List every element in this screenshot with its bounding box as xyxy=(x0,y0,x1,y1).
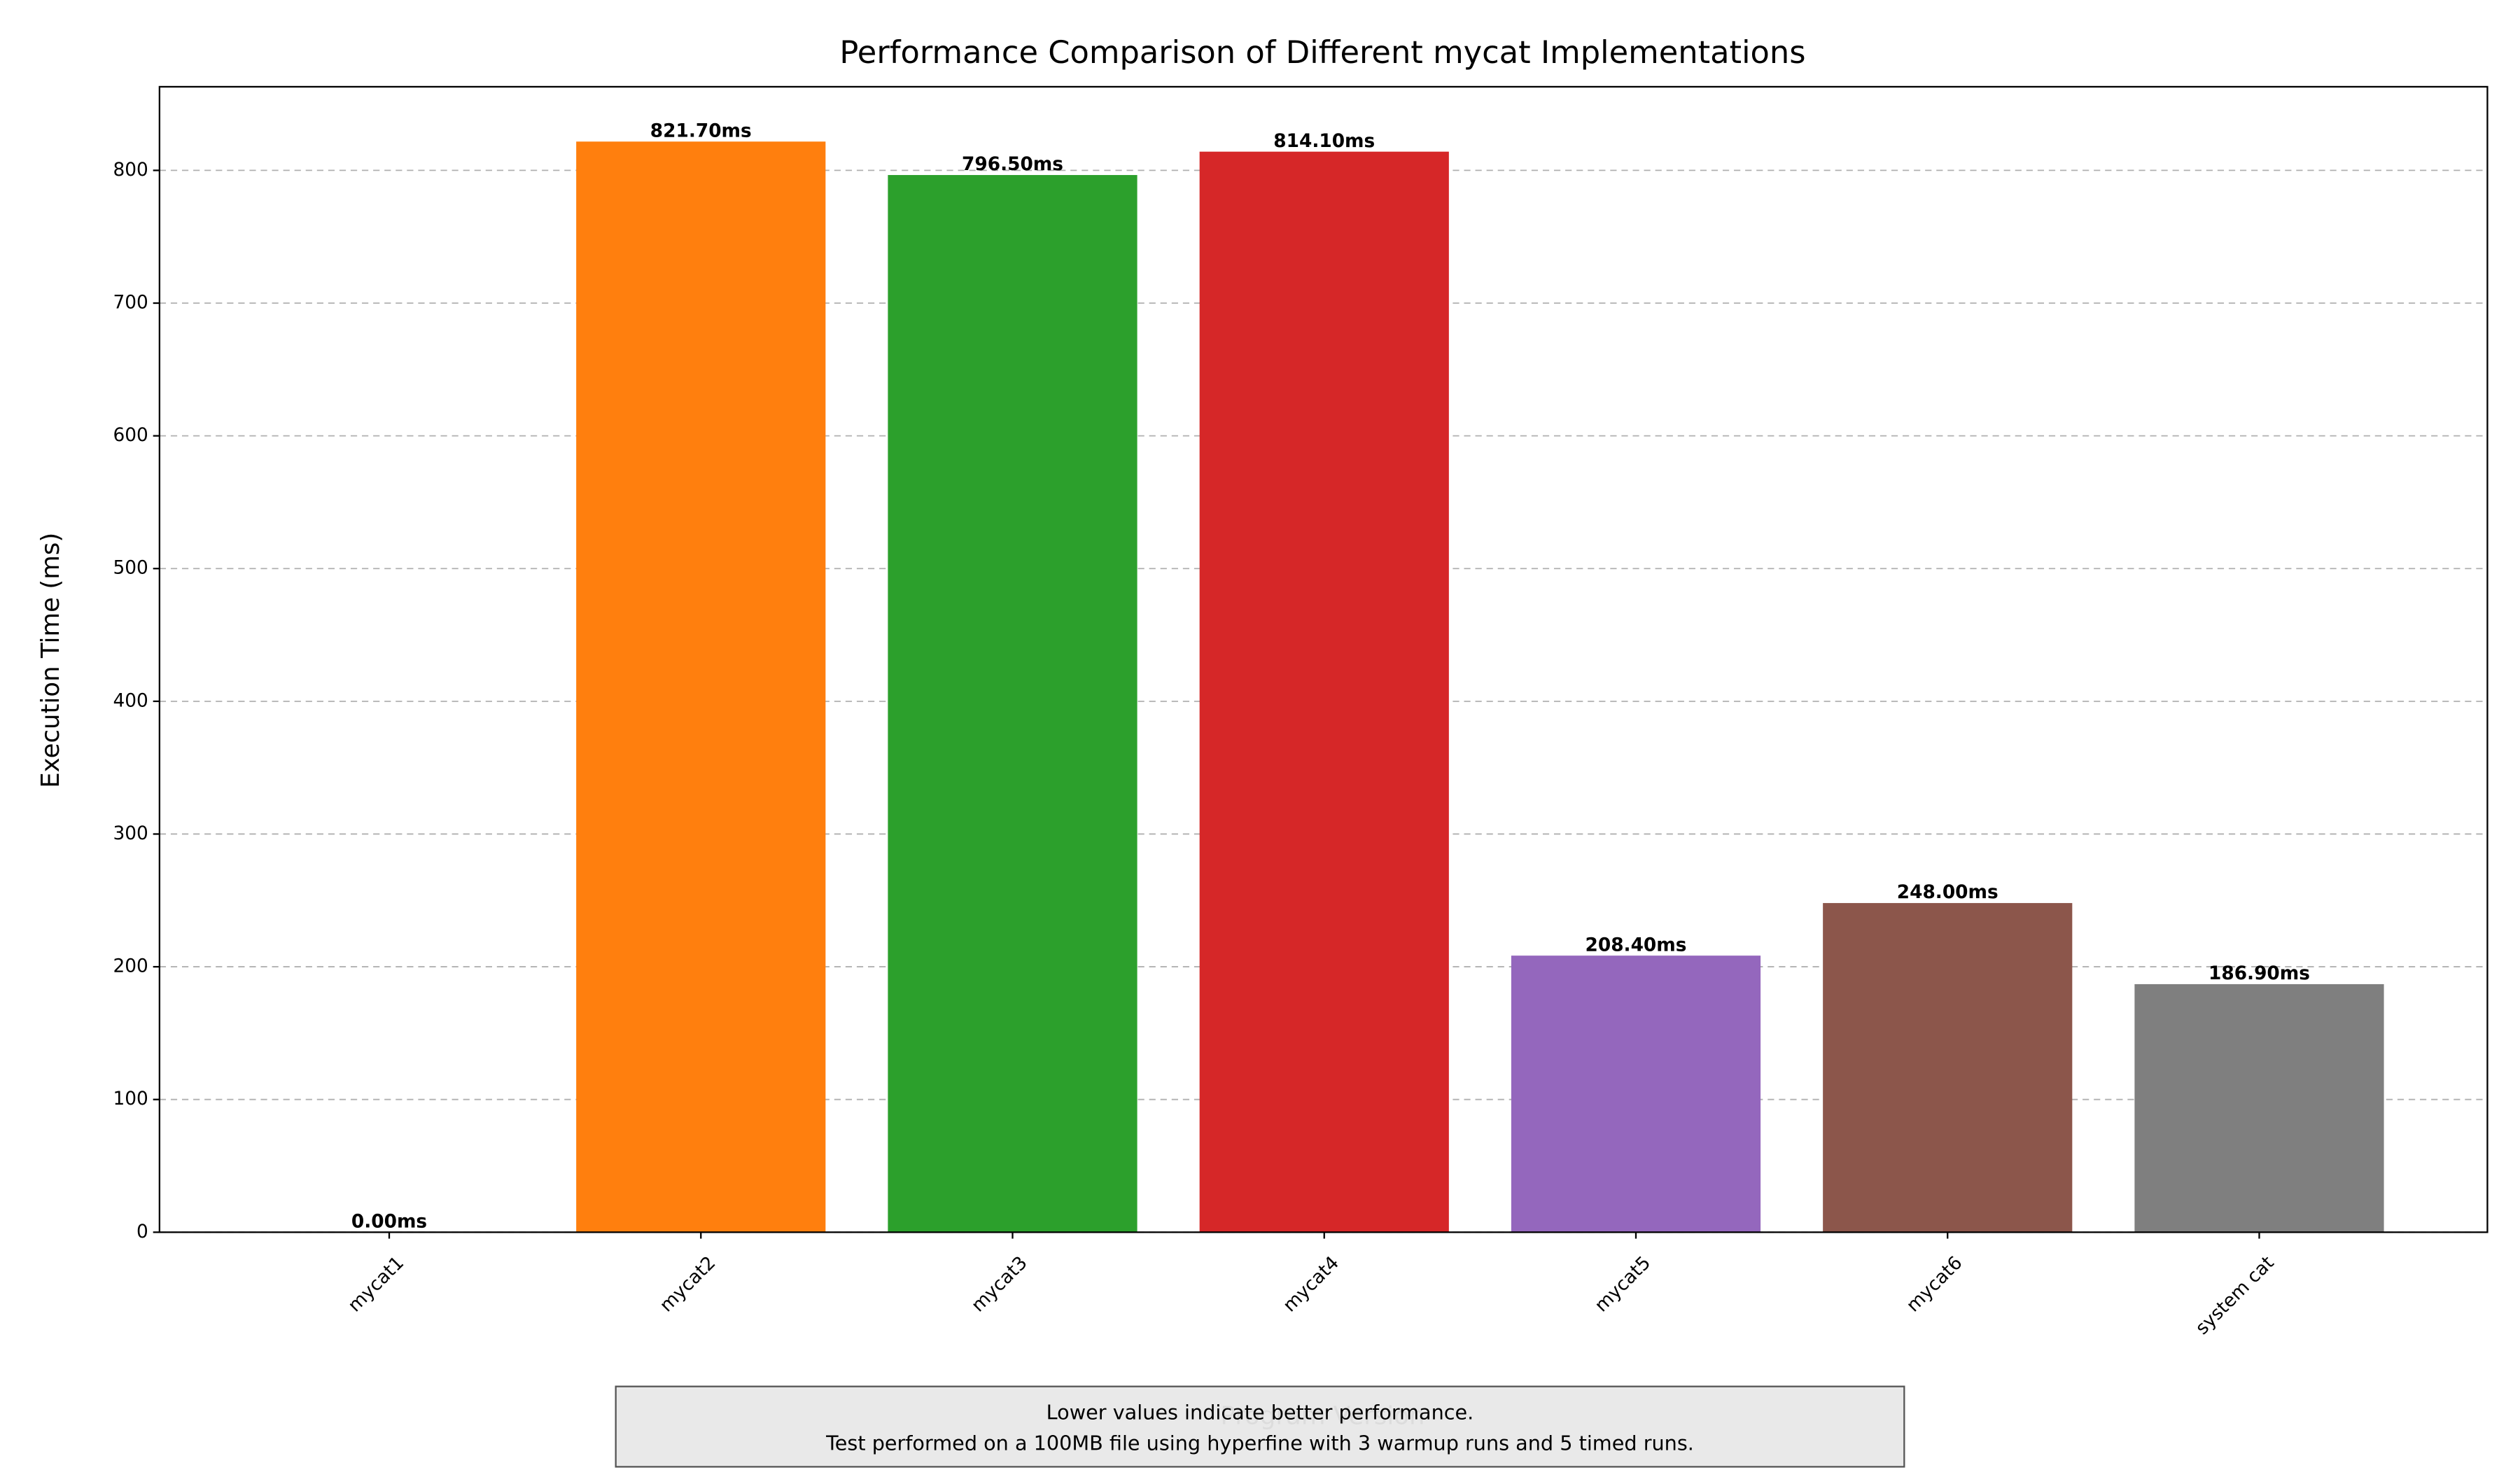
y-tick-label: 700 xyxy=(113,293,148,314)
x-tick-label: mycat2 xyxy=(656,1252,720,1316)
bar xyxy=(576,141,826,1233)
plot-area: 0 100 200 300 400 500 600 700 800 0.00ms mycat1 821… xyxy=(113,120,2488,1339)
x-tick-label: mycat6 xyxy=(1903,1252,1966,1316)
bar xyxy=(888,175,1138,1233)
y-axis-label: Execution Time (ms) xyxy=(36,533,65,788)
y-tick-label: 300 xyxy=(113,823,148,844)
x-tick-label: mycat3 xyxy=(967,1252,1031,1316)
value-label: 0.00ms xyxy=(351,1211,427,1232)
x-tick-label: mycat1 xyxy=(344,1252,408,1316)
annotation-box xyxy=(615,1385,1905,1468)
y-tick-label: 600 xyxy=(113,425,148,446)
value-label: 208.40ms xyxy=(1586,934,1687,955)
y-tick-label: 400 xyxy=(113,690,148,711)
bar xyxy=(2134,983,2384,1233)
annotation-line: Test performed on a 100MB file using hyp… xyxy=(825,1431,1694,1455)
y-tick-label: 0 xyxy=(136,1222,148,1242)
y-tick-label: 100 xyxy=(113,1088,148,1110)
value-label: 248.00ms xyxy=(1897,882,1998,903)
value-label: 796.50ms xyxy=(962,154,1063,175)
chart-title: Performance Comparison of Different myca… xyxy=(839,34,1805,71)
y-tick-label: 200 xyxy=(113,956,148,977)
annotation-line: Lower values indicate better performance… xyxy=(1046,1401,1474,1424)
bar xyxy=(1511,955,1761,1233)
bar xyxy=(1199,151,1449,1233)
value-label: 814.10ms xyxy=(1273,131,1375,152)
x-tick-label: mycat5 xyxy=(1591,1252,1655,1316)
y-tick-label: 500 xyxy=(113,558,148,579)
value-label: 186.90ms xyxy=(2208,963,2310,984)
bar xyxy=(1823,903,2073,1233)
value-label: 821.70ms xyxy=(650,120,752,141)
axes-frame xyxy=(158,85,2488,1233)
x-tick-label: mycat4 xyxy=(1280,1252,1343,1316)
x-tick-label: system cat xyxy=(2192,1252,2278,1339)
y-tick-label: 800 xyxy=(113,160,148,181)
